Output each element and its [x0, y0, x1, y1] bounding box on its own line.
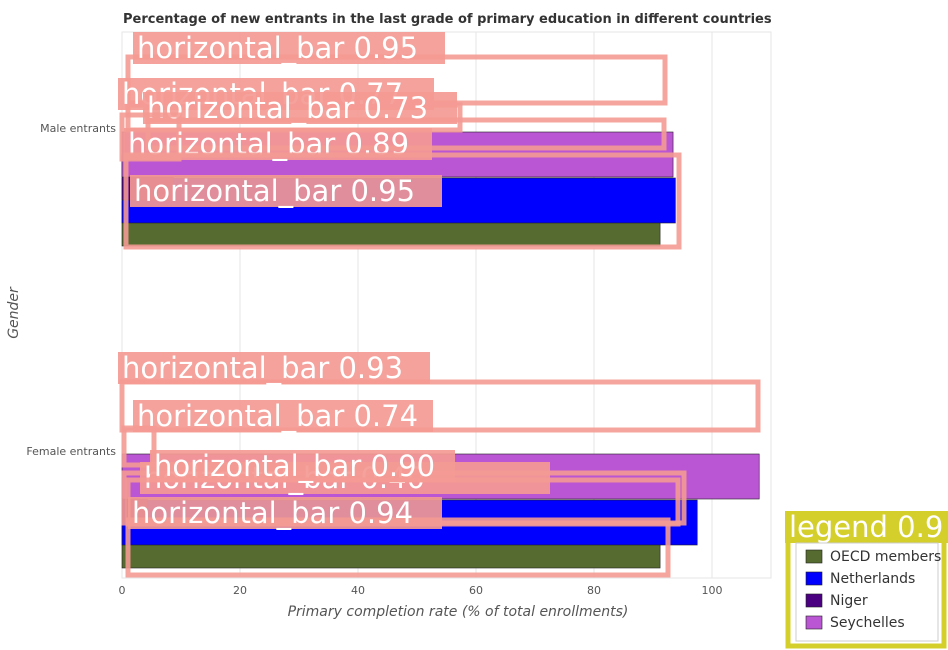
y-tick-label-0: Female entrants — [26, 445, 116, 458]
x-tick-label-1: 20 — [233, 584, 247, 597]
detection-label-6: horizontal_bar 0.74 — [137, 399, 418, 433]
legend-swatch-0 — [805, 549, 823, 564]
detection-box-5 — [119, 379, 761, 433]
legend-detection-tag — [785, 511, 948, 543]
detection-box-4 — [123, 152, 682, 250]
detection-label-0: horizontal_bar 0.95 — [137, 31, 418, 65]
detection-label-2: horizontal_bar 0.73 — [147, 91, 428, 125]
legend-detection-label: legend 0.9 — [789, 510, 943, 544]
legend-entry-3: Seychelles — [830, 615, 905, 631]
y-axis-label: Gender — [6, 286, 22, 339]
x-tick-label-5: 100 — [702, 584, 723, 597]
detection-tag-4 — [130, 175, 442, 207]
legend-items: OECD members Netherlands Niger Seychelles — [805, 549, 941, 631]
legend-entry-1: Netherlands — [830, 571, 915, 587]
x-tick-label-3: 60 — [469, 584, 483, 597]
x-axis-label: Primary completion rate (% of total enro… — [288, 604, 629, 620]
legend-swatch-3 — [805, 615, 823, 630]
chart-title: Percentage of new entrants in the last g… — [123, 12, 772, 27]
y-tick-labels: Female entrants Male entrants — [26, 122, 116, 458]
y-tick-label-1: Male entrants — [40, 122, 116, 135]
detection-label-9: horizontal_bar 0.94 — [132, 496, 413, 530]
legend-entry-2: Niger — [830, 593, 868, 609]
x-tick-label-0: 0 — [119, 584, 126, 597]
detection-tag-2 — [143, 92, 457, 124]
detection-tag-8 — [150, 450, 455, 482]
x-tick-label-2: 40 — [351, 584, 365, 597]
detection-tag-0 — [133, 32, 445, 64]
detection-label-4: horizontal_bar 0.95 — [134, 174, 415, 208]
legend-swatch-2 — [805, 593, 823, 608]
x-tick-labels: 0 20 40 60 80 100 — [119, 584, 723, 597]
detection-tag-5 — [118, 352, 430, 384]
detection-tag-9 — [128, 497, 442, 529]
x-tick-label-4: 80 — [587, 584, 601, 597]
legend-swatch-1 — [805, 571, 823, 586]
detection-label-5: horizontal_bar 0.93 — [122, 351, 403, 385]
legend-entry-0: OECD members — [830, 549, 941, 565]
detection-label-8: horizontal_bar 0.90 — [154, 449, 435, 483]
detection-tag-6 — [133, 400, 433, 432]
legend: legend 0.9 OECD members Netherlands Niger S… — [785, 510, 948, 649]
